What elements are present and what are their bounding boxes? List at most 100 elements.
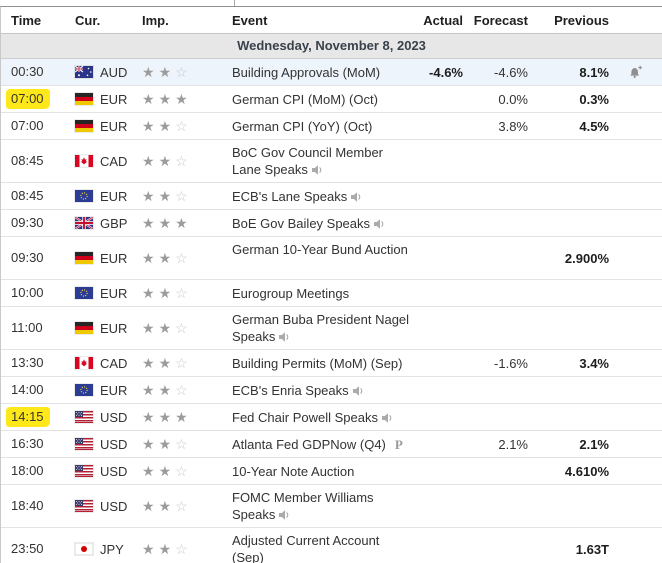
event-cell: Adjusted Current Account (Sep) [222, 528, 417, 563]
top-divider [234, 0, 235, 6]
time-cell: 09:30 [1, 215, 71, 231]
star-empty-icon: ☆ [175, 497, 188, 514]
table-row: 18:40 USD ★ ★ ☆ FOMC Member Williams Speak… [1, 485, 662, 528]
event-cell: Fed Chair Powell Speaks [222, 405, 417, 430]
top-strip [0, 0, 662, 6]
star-filled-icon: ★ [158, 117, 172, 134]
table-header-row: Time Cur. Imp. Event Actual Forecast Pre… [1, 7, 662, 34]
star-filled-icon: ★ [158, 284, 172, 301]
star-filled-icon: ★ [142, 354, 155, 371]
table-row: 18:00 USD ★ ★ ☆ 10-Year Note Auction 4.610… [1, 458, 662, 485]
alert-bell-icon[interactable] [609, 65, 662, 79]
germany-flag-icon [75, 93, 93, 105]
germany-flag-icon [75, 120, 93, 132]
previous-value: 1.63T [575, 541, 609, 557]
germany-flag-icon [75, 322, 93, 334]
importance-stars: ★ ★ ★ [140, 215, 222, 232]
event-cell: 10-Year Note Auction [222, 459, 417, 484]
event-cell: ECB's Enria Speaks [222, 378, 417, 403]
table-row: 10:00 EUR ★ ★ ☆ Eurogroup Meetings [1, 280, 662, 307]
event-time: 09:30 [11, 215, 44, 230]
forecast-value: -1.6% [494, 355, 528, 371]
importance-stars: ★ ★ ☆ [140, 436, 222, 453]
event-cell: FOMC Member Williams Speaks [222, 485, 417, 527]
table-row: 14:15 USD ★ ★ ★ Fed Chair Powell Speaks [1, 404, 662, 431]
event-link[interactable]: 10-Year Note Auction [232, 464, 363, 479]
event-link[interactable]: German 10-Year Bund Auction [232, 242, 408, 274]
previous-value: 3.4% [579, 355, 609, 371]
importance-stars: ★ ★ ☆ [140, 463, 222, 480]
us-flag-icon [75, 465, 93, 477]
star-filled-icon: ★ [175, 90, 188, 107]
star-empty-icon: ☆ [175, 187, 188, 204]
speaker-icon [279, 510, 291, 520]
star-filled-icon: ★ [158, 435, 172, 452]
star-filled-icon: ★ [158, 187, 172, 204]
star-empty-icon: ☆ [175, 63, 188, 80]
star-filled-icon: ★ [158, 408, 172, 425]
event-link[interactable]: German CPI (MoM) (Oct) [232, 92, 387, 107]
event-title: ECB's Enria Speaks [232, 382, 349, 398]
event-time: 08:45 [11, 153, 44, 168]
time-cell: 18:00 [1, 463, 71, 479]
importance-stars: ★ ★ ☆ [140, 153, 222, 170]
event-title: Eurogroup Meetings [232, 285, 350, 301]
event-link[interactable]: Fed Chair Powell Speaks [232, 410, 399, 425]
event-link[interactable]: Building Approvals (MoM) [232, 65, 389, 80]
event-link[interactable]: ECB's Lane Speaks [232, 189, 368, 204]
event-link[interactable]: Atlanta Fed GDPNow (Q4) P [232, 437, 403, 452]
time-cell: 13:30 [1, 355, 71, 371]
event-cell: German CPI (YoY) (Oct) [222, 114, 417, 139]
star-filled-icon: ★ [142, 408, 155, 425]
time-cell: 16:30 [1, 436, 71, 452]
importance-stars: ★ ★ ☆ [140, 320, 222, 337]
col-header-previous: Previous [554, 12, 609, 28]
event-time: 10:00 [11, 285, 44, 300]
importance-stars: ★ ★ ★ [140, 91, 222, 108]
star-filled-icon: ★ [158, 249, 172, 266]
table-row: 08:45 EUR ★ ★ ☆ ECB's Lane Speaks [1, 183, 662, 210]
speaker-icon [381, 412, 394, 423]
event-title: Building Permits (MoM) (Sep) [232, 355, 403, 371]
event-time: 14:00 [11, 382, 44, 397]
star-filled-icon: ★ [142, 152, 155, 169]
star-filled-icon: ★ [142, 63, 155, 80]
event-link[interactable]: Building Permits (MoM) (Sep) [232, 356, 412, 371]
star-filled-icon: ★ [142, 497, 155, 514]
star-empty-icon: ☆ [175, 284, 188, 301]
event-title: BoE Gov Bailey Speaks [232, 215, 371, 231]
event-link[interactable]: Adjusted Current Account (Sep) [232, 533, 379, 563]
time-cell: 14:00 [1, 382, 71, 398]
event-link[interactable]: FOMC Member Williams Speaks [232, 490, 374, 522]
table-row: 16:30 USD ★ ★ ☆ Atlanta Fed GDPNow (Q4) P 2… [1, 431, 662, 458]
currency-code: USD [100, 463, 128, 479]
importance-stars: ★ ★ ☆ [140, 498, 222, 515]
currency-code: USD [100, 436, 128, 452]
event-title: Adjusted Current Account (Sep) [232, 533, 380, 563]
previous-value: 4.5% [579, 118, 609, 134]
star-filled-icon: ★ [142, 540, 155, 557]
event-link[interactable]: Eurogroup Meetings [232, 286, 358, 301]
event-link[interactable]: BoC Gov Council Member Lane Speaks [232, 145, 383, 177]
currency-cell: EUR [71, 251, 140, 266]
currency-cell: JPY [71, 542, 140, 557]
event-link[interactable]: ECB's Enria Speaks [232, 383, 370, 398]
event-title: FOMC Member Williams Speaks [232, 490, 374, 522]
currency-cell: EUR [71, 189, 140, 204]
event-cell: German CPI (MoM) (Oct) [222, 87, 417, 112]
time-cell: 09:30 [1, 250, 71, 266]
speaker-icon [279, 332, 291, 342]
star-empty-icon: ☆ [175, 249, 188, 266]
star-filled-icon: ★ [175, 214, 188, 231]
eu-flag-icon [75, 384, 93, 396]
event-link[interactable]: BoE Gov Bailey Speaks [232, 216, 391, 231]
table-row: 09:30 GBP ★ ★ ★ BoE Gov Bailey Speaks [1, 210, 662, 237]
event-link[interactable]: German Buba President Nagel Speaks [232, 312, 409, 344]
event-cell: German 10-Year Bund Auction [222, 237, 417, 279]
event-title: German CPI (YoY) (Oct) [232, 118, 373, 134]
currency-cell: CAD [71, 356, 140, 371]
table-row: 00:30 AUD ★ ★ ☆ Building Approvals (MoM) -… [1, 59, 662, 86]
currency-cell: GBP [71, 216, 140, 231]
importance-stars: ★ ★ ☆ [140, 355, 222, 372]
event-link[interactable]: German CPI (YoY) (Oct) [232, 119, 381, 134]
